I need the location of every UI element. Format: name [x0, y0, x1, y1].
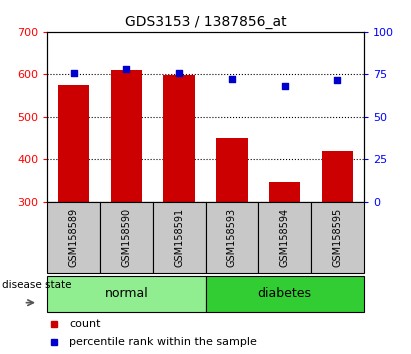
Bar	[269, 182, 300, 202]
Bar	[321, 151, 353, 202]
Text: GSM158591: GSM158591	[174, 207, 184, 267]
Bar	[216, 138, 248, 202]
Text: GSM158595: GSM158595	[332, 207, 342, 267]
Bar	[100, 202, 153, 273]
Text: diabetes: diabetes	[258, 287, 312, 300]
Bar	[206, 202, 258, 273]
Text: disease state: disease state	[2, 280, 72, 290]
Point	[176, 70, 182, 75]
Text: GSM158590: GSM158590	[121, 207, 132, 267]
Text: GSM158593: GSM158593	[227, 207, 237, 267]
Text: count: count	[69, 319, 101, 329]
Point	[281, 84, 288, 89]
Bar	[58, 85, 90, 202]
Text: percentile rank within the sample: percentile rank within the sample	[69, 337, 257, 347]
Bar	[311, 202, 364, 273]
Bar	[111, 70, 142, 202]
Bar	[47, 202, 100, 273]
Bar	[258, 202, 311, 273]
Text: GSM158594: GSM158594	[279, 207, 290, 267]
Title: GDS3153 / 1387856_at: GDS3153 / 1387856_at	[125, 16, 286, 29]
Text: GSM158589: GSM158589	[69, 207, 79, 267]
Point	[229, 76, 235, 82]
Bar	[206, 276, 364, 312]
Bar	[163, 75, 195, 202]
Text: normal: normal	[104, 287, 148, 300]
Point	[70, 71, 77, 76]
Point	[334, 78, 341, 83]
Bar	[153, 202, 206, 273]
Bar	[47, 276, 206, 312]
Point	[123, 67, 130, 72]
